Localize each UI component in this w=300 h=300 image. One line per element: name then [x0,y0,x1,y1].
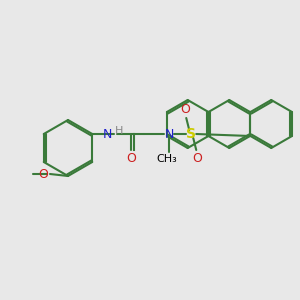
Text: N: N [165,128,174,140]
Text: S: S [186,127,196,141]
Text: N: N [103,128,112,140]
Text: CH₃: CH₃ [157,154,178,164]
Text: O: O [38,167,48,181]
Text: O: O [180,103,190,116]
Text: O: O [126,152,136,165]
Text: H: H [115,126,124,136]
Text: O: O [192,152,202,165]
